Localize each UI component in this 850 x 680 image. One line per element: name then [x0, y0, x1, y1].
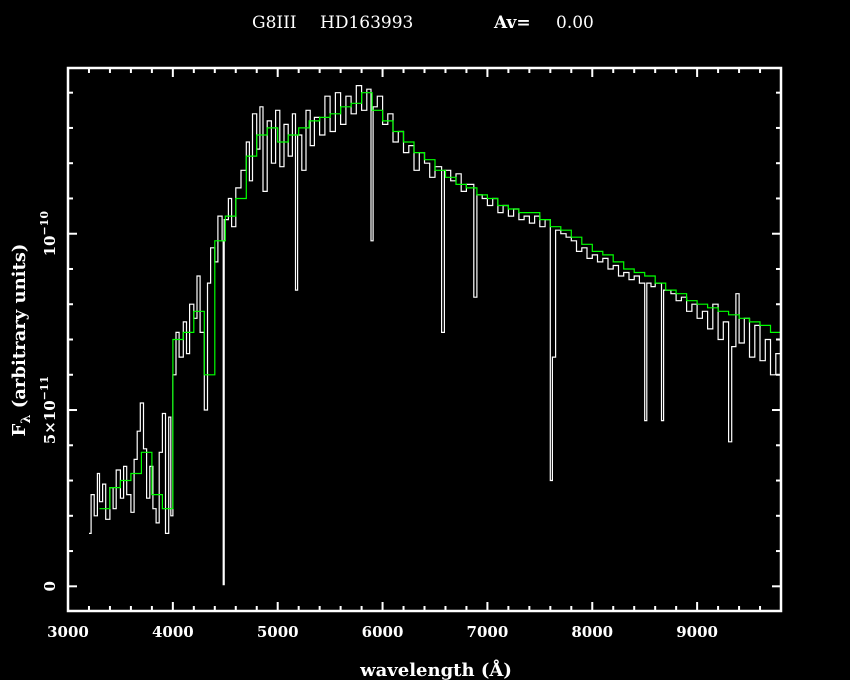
y-tick-label: 5×10−11: [38, 376, 59, 444]
axis-ticks: [67, 68, 782, 611]
title-av-label: Av=: [493, 13, 531, 33]
title-av-value: 0.00: [556, 13, 594, 33]
x-tick-label: 3000: [47, 623, 89, 641]
title-spectral-type: G8III: [252, 13, 297, 33]
plot-area: [89, 85, 782, 586]
series-model-line: [99, 92, 782, 510]
series-observed-line: [89, 85, 782, 586]
x-tick-label: 9000: [676, 623, 718, 641]
x-tick-label: 4000: [152, 623, 194, 641]
x-tick-label: 5000: [257, 623, 299, 641]
x-axis-label: wavelength (Å): [359, 658, 512, 680]
x-tick-label: 6000: [362, 623, 404, 641]
x-tick-label: 8000: [571, 623, 613, 641]
x-tick-labels: 3000 4000 5000 6000 7000 8000 9000: [47, 623, 718, 641]
y-tick-labels: 0 5×10−11 10−10: [38, 211, 59, 592]
y-tick-label: 0: [41, 581, 59, 591]
title-star-name: HD163993: [320, 13, 413, 33]
x-tick-label: 7000: [467, 623, 509, 641]
y-axis-label: Fλ (arbitrary units): [9, 244, 34, 437]
y-tick-label: 10−10: [38, 211, 59, 257]
